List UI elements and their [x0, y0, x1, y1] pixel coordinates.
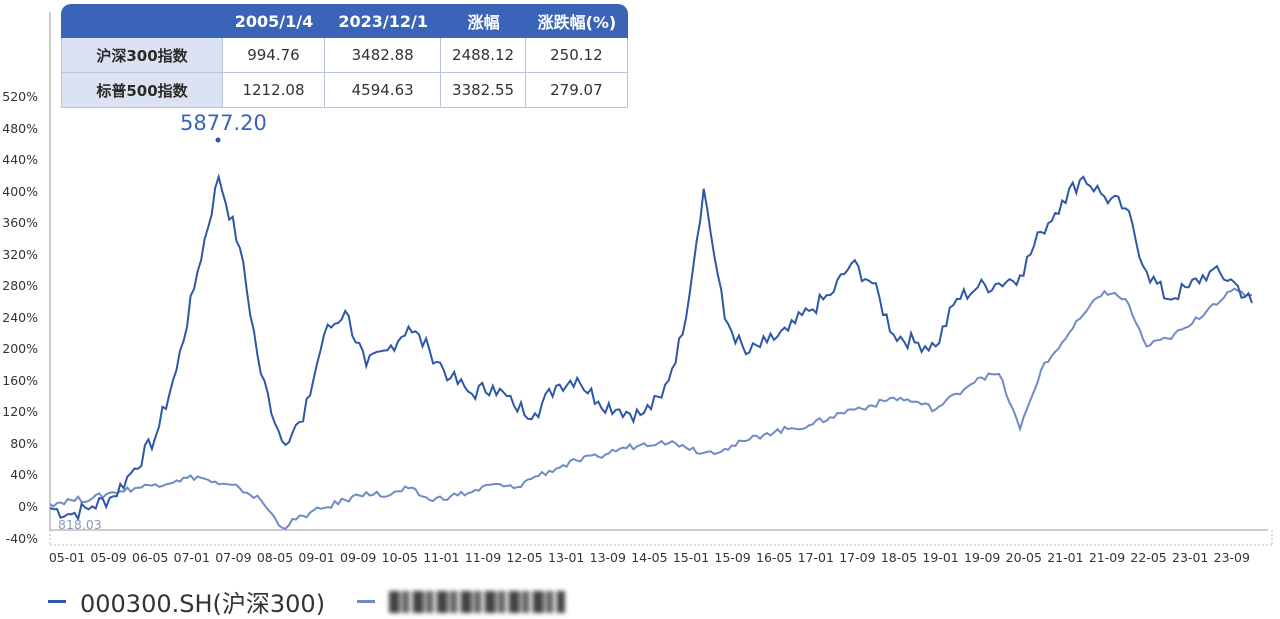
- legend-label: 000300.SH(沪深300): [80, 590, 326, 618]
- table-header-empty: [61, 4, 223, 38]
- x-tick-label: 21-09: [1088, 550, 1126, 565]
- x-tick-label: 17-09: [839, 550, 876, 565]
- x-tick-label: 11-01: [423, 550, 460, 565]
- x-tick-label: 16-05: [756, 550, 793, 565]
- x-tick-label: 13-09: [589, 550, 626, 565]
- row-gain: 3382.55: [441, 73, 526, 108]
- table-header-end-date: 2023/12/1: [324, 4, 442, 38]
- x-tick-label: 15-09: [714, 550, 751, 565]
- x-tick-label: 23-09: [1213, 550, 1250, 565]
- row-pct: 279.07: [525, 73, 628, 108]
- row-pct: 250.12: [525, 38, 628, 73]
- x-tick-label: 06-05: [132, 550, 169, 565]
- y-tick-label: 280%: [2, 278, 38, 294]
- y-tick-label: 320%: [2, 246, 38, 262]
- series-line-csi300: [49, 173, 1253, 522]
- legend-line-icon: [357, 600, 376, 603]
- table-header-pct: 涨跌幅(%): [525, 4, 628, 38]
- x-tick-label: 09-09: [340, 550, 377, 565]
- summary-table: 2005/1/4 2023/12/1 涨幅 涨跌幅(%) 沪深300指数 994…: [61, 4, 628, 108]
- table-header-gain: 涨幅: [441, 4, 526, 38]
- row-end: 3482.88: [324, 38, 442, 73]
- x-tick-label: 23-01: [1172, 550, 1209, 565]
- peak-annotation: 5877.20: [180, 111, 267, 135]
- legend-label-obscured: [389, 590, 566, 613]
- legend-item-secondary[interactable]: [357, 590, 566, 613]
- x-tick-label: 07-01: [173, 550, 210, 565]
- table-row: 沪深300指数 994.76 3482.88 2488.12 250.12: [61, 38, 628, 73]
- x-tick-label: 05-01: [48, 550, 86, 565]
- table-row: 标普500指数 1212.08 4594.63 3382.55 279.07: [61, 73, 628, 108]
- min-annotation: 818.03: [58, 517, 102, 532]
- x-tick-label: 08-05: [256, 550, 294, 565]
- x-tick-label: 14-05: [631, 550, 668, 565]
- x-tick-label: 22-05: [1130, 550, 1167, 565]
- row-start: 1212.08: [223, 73, 325, 108]
- y-tick-label: -40%: [5, 530, 38, 546]
- x-tick-label: 07-09: [215, 550, 252, 565]
- y-tick-label: 120%: [2, 404, 38, 420]
- row-gain: 2488.12: [441, 38, 526, 73]
- table-header-start-date: 2005/1/4: [223, 4, 325, 38]
- legend-line-icon: [48, 600, 66, 603]
- x-tick-label: 15-01: [672, 550, 710, 565]
- peak-marker: [215, 137, 221, 143]
- y-tick-label: 400%: [2, 183, 38, 199]
- table-header-row: 2005/1/4 2023/12/1 涨幅 涨跌幅(%): [61, 4, 628, 38]
- x-tick-label: 05-09: [90, 550, 127, 565]
- y-tick-label: 440%: [2, 152, 38, 168]
- x-tick-label: 11-09: [464, 550, 502, 565]
- row-name: 标普500指数: [61, 73, 223, 108]
- y-tick-label: 200%: [2, 341, 38, 357]
- x-tick-label: 13-01: [548, 550, 585, 565]
- row-start: 994.76: [223, 38, 325, 73]
- x-tick-label: 17-01: [797, 550, 834, 565]
- row-end: 4594.63: [324, 73, 442, 108]
- y-tick-label: 0%: [18, 499, 38, 514]
- y-tick-label: 480%: [2, 120, 38, 136]
- y-tick-label: 520%: [2, 88, 38, 104]
- series-line-secondary: [49, 287, 1253, 530]
- y-tick-label: 360%: [2, 215, 38, 231]
- chart-legend: 000300.SH(沪深300): [48, 584, 597, 619]
- x-tick-label: 20-05: [1005, 550, 1042, 565]
- x-tick-label: 19-09: [964, 550, 1001, 565]
- x-tick-label: 12-05: [506, 550, 543, 565]
- x-tick-label: 19-01: [922, 550, 959, 565]
- y-tick-label: 80%: [10, 435, 38, 451]
- row-name: 沪深300指数: [61, 38, 223, 73]
- y-tick-label: 160%: [2, 372, 38, 388]
- y-tick-label: 240%: [2, 309, 38, 325]
- x-tick-label: 10-05: [381, 550, 418, 565]
- x-tick-label: 09-01: [298, 550, 335, 565]
- x-tick-label: 21-01: [1047, 550, 1084, 565]
- x-tick-label: 18-05: [880, 550, 918, 565]
- legend-item-csi300[interactable]: 000300.SH(沪深300): [48, 584, 325, 619]
- y-tick-label: 40%: [10, 467, 38, 483]
